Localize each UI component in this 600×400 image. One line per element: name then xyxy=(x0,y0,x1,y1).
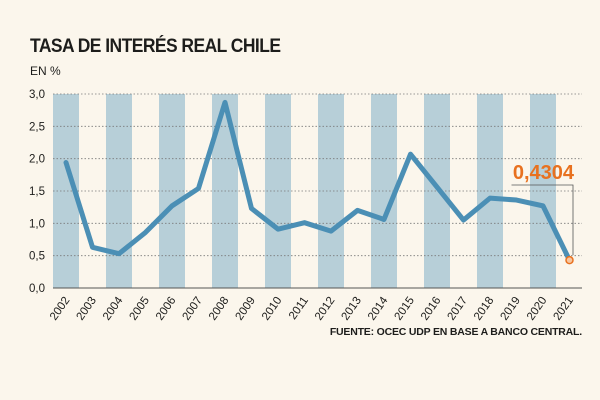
x-tick-label: 2014 xyxy=(366,294,391,322)
x-tick-label: 2012 xyxy=(313,295,338,323)
x-tick-label: 2016 xyxy=(419,295,444,323)
y-tick-label: 0,0 xyxy=(29,283,45,295)
y-tick-label: 0,5 xyxy=(29,251,45,263)
x-tick-label: 2009 xyxy=(233,295,258,323)
x-tick-label: 2010 xyxy=(260,295,285,323)
highlight-point xyxy=(565,255,574,265)
x-tick-label: 2007 xyxy=(180,295,205,323)
x-tick-label: 2018 xyxy=(472,295,497,323)
x-tick-label: 2004 xyxy=(101,294,126,322)
x-tick-label: 2008 xyxy=(207,295,232,323)
x-tick-label: 2017 xyxy=(445,295,470,323)
y-tick-label: 3,0 xyxy=(29,89,45,101)
x-tick-label: 2002 xyxy=(48,295,73,323)
x-tick-label: 2003 xyxy=(74,295,99,323)
x-tick-label: 2021 xyxy=(551,295,576,323)
y-tick-label: 1,0 xyxy=(29,218,45,230)
y-tick-label: 1,5 xyxy=(29,186,45,198)
x-tick-label: 2011 xyxy=(287,295,311,322)
x-tick-label: 2019 xyxy=(498,295,523,323)
y-tick-label: 2,5 xyxy=(29,121,45,133)
source-note: FUENTE: OCEC UDP EN BASE A BANCO CENTRAL… xyxy=(329,326,582,338)
x-tick-label: 2005 xyxy=(127,295,152,323)
chart-subtitle: EN % xyxy=(30,64,61,78)
y-tick-label: 2,0 xyxy=(29,154,45,166)
chart-title: TASA DE INTERÉS REAL CHILE xyxy=(30,36,281,57)
x-tick-label: 2006 xyxy=(154,295,179,323)
annotation-label: 0,4304 xyxy=(513,162,575,184)
x-tick-label: 2015 xyxy=(392,295,417,323)
x-tick-label: 2020 xyxy=(525,295,550,323)
annotation-leader xyxy=(511,184,574,256)
x-tick-label: 2013 xyxy=(339,295,364,323)
series-line xyxy=(63,99,572,263)
